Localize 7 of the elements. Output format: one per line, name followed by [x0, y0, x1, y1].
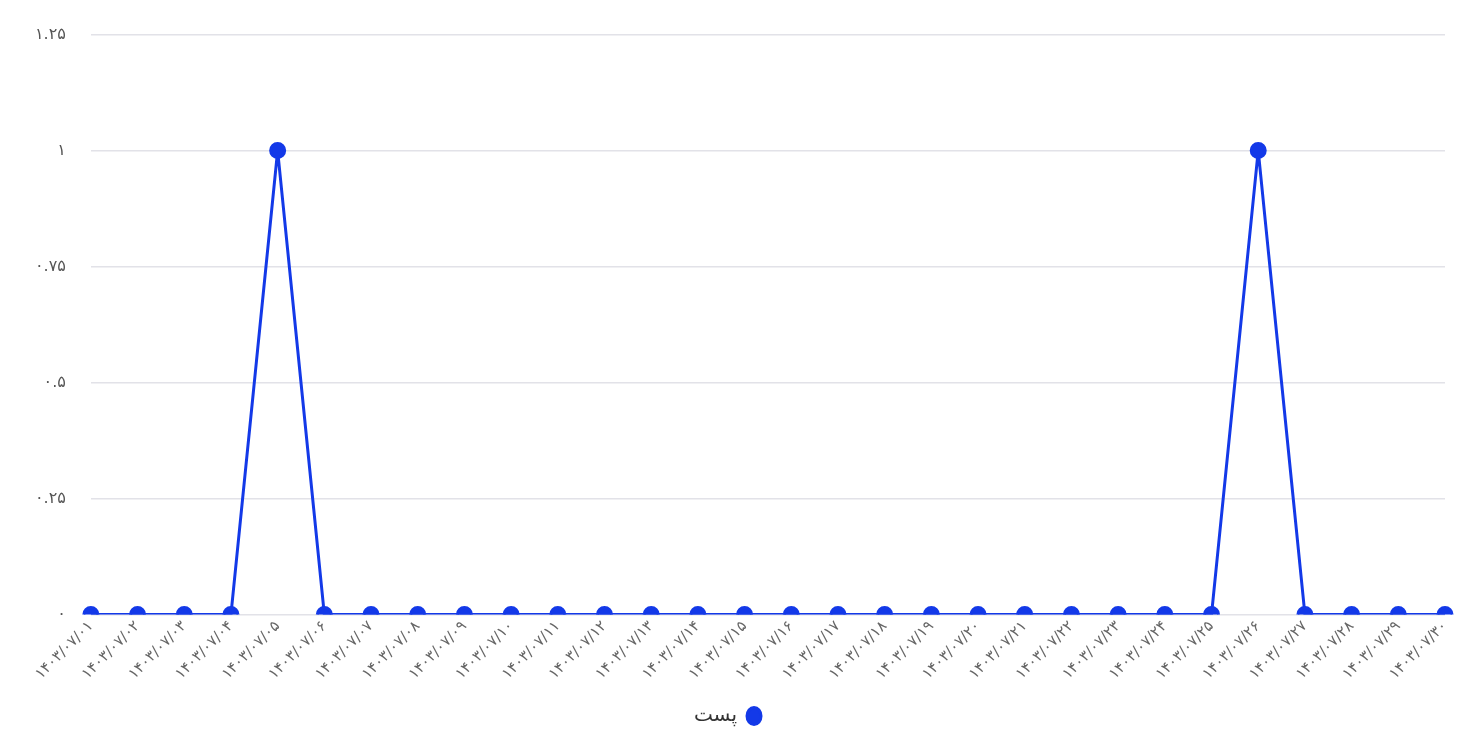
y-tick-label: ۰ [57, 603, 66, 623]
y-tick-label: ۱ [57, 139, 66, 159]
y-tick-label: ۱.۲۵ [34, 23, 66, 43]
y-tick-label: ۰.۵ [43, 371, 66, 391]
y-tick-label: ۰.۷۵ [34, 255, 66, 275]
y-tick-label: ۰.۲۵ [34, 487, 66, 507]
legend-label: پست [693, 702, 738, 728]
